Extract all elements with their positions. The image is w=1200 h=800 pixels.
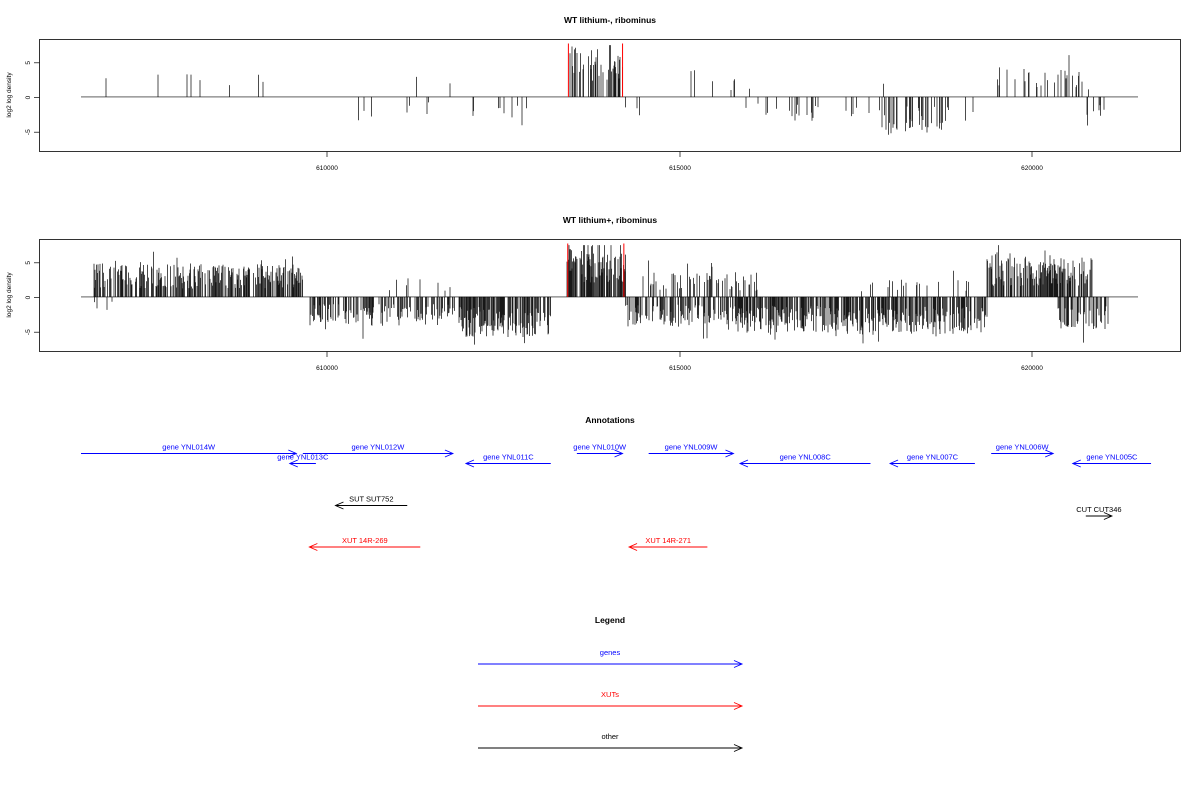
y-tick-label: 0	[25, 295, 32, 299]
feature-label: CUT CUT346	[1076, 505, 1121, 514]
legend-arrow	[478, 744, 744, 752]
feature-label: gene YNL006W	[996, 443, 1050, 452]
y-axis: -5 0 5	[25, 61, 40, 135]
feature-arrow	[991, 449, 1055, 458]
legend-label: genes	[600, 648, 621, 657]
y-tick-label: 5	[25, 261, 32, 265]
feature-label: gene YNL007C	[907, 453, 959, 462]
legend-arrow	[478, 660, 744, 668]
feature-label: gene YNL009W	[665, 443, 719, 452]
x-tick-label: 620000	[1021, 365, 1043, 372]
feature-arrow	[576, 449, 624, 458]
feature-arrow	[1085, 512, 1114, 520]
legend: Legend genes XUTs other	[478, 615, 744, 752]
legend-items: genes XUTs other	[478, 648, 744, 752]
feature-label: gene YNL011C	[483, 453, 534, 462]
feature-arrows: gene YNL014W gene YNL013C gene YNL012W gene…	[81, 443, 1152, 551]
feature-label: gene YNL012W	[351, 443, 405, 452]
y-tick-label: 0	[25, 95, 32, 99]
panel-title: WT lithium+, ribominus	[563, 215, 657, 225]
plot-frame	[39, 39, 1181, 152]
feature-arrow	[648, 449, 735, 458]
y-tick-label: 5	[25, 61, 32, 65]
density-bars	[81, 43, 1138, 135]
density-panel-lithium-plus: WT lithium+, ribominus log2 log density …	[6, 215, 1181, 372]
feature-label: SUT SUT752	[349, 495, 393, 504]
feature-arrow	[1071, 459, 1152, 468]
legend-label: XUTs	[601, 690, 619, 699]
feature-arrow	[81, 449, 298, 458]
x-tick-label: 615000	[669, 365, 691, 372]
y-axis-label: log2 log density	[6, 272, 13, 318]
x-tick-label: 610000	[316, 165, 338, 172]
x-axis: 610000 615000 620000	[316, 151, 1043, 172]
feature-arrow	[302, 449, 455, 458]
feature-label: gene YNL008C	[780, 453, 832, 462]
annotations-title: Annotations	[585, 415, 635, 425]
feature-arrow	[627, 543, 708, 551]
y-tick-label: -5	[25, 329, 32, 335]
y-tick-label: -5	[25, 129, 32, 135]
x-tick-label: 620000	[1021, 165, 1043, 172]
x-tick-label: 615000	[669, 165, 691, 172]
feature-arrow	[334, 501, 408, 510]
feature-arrow	[308, 543, 421, 551]
plot-frame	[39, 239, 1181, 352]
feature-label: gene YNL013C	[277, 453, 329, 462]
density-panel-lithium-minus: WT lithium-, ribominus log2 log density …	[6, 15, 1181, 172]
feature-label: gene YNL005C	[1086, 453, 1138, 462]
panel-title: WT lithium-, ribominus	[564, 15, 656, 25]
legend-label: other	[601, 732, 619, 741]
legend-arrow	[478, 702, 744, 710]
feature-arrow	[888, 459, 975, 468]
feature-arrow	[738, 459, 871, 468]
x-axis: 610000 615000 620000	[316, 351, 1043, 372]
feature-arrow	[288, 459, 316, 468]
feature-label: XUT 14R-271	[645, 536, 691, 545]
y-axis: -5 0 5	[25, 261, 40, 335]
density-bars	[81, 243, 1138, 345]
x-tick-label: 610000	[316, 365, 338, 372]
feature-label: gene YNL014W	[162, 443, 216, 452]
feature-label: XUT 14R-269	[342, 536, 388, 545]
feature-arrow	[464, 459, 551, 468]
y-axis-label: log2 log density	[6, 72, 13, 118]
legend-title: Legend	[595, 615, 625, 625]
feature-label: gene YNL010W	[573, 443, 627, 452]
